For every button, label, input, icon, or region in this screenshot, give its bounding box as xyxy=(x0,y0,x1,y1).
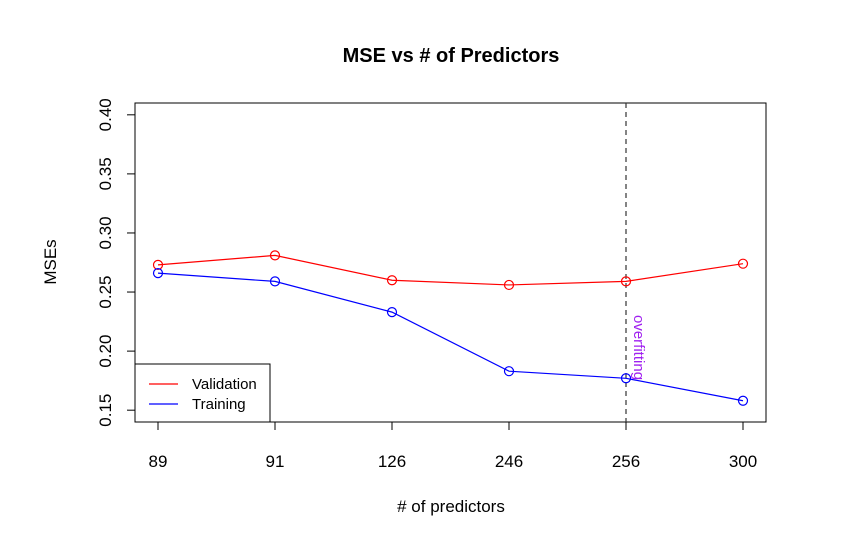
y-axis-label: MSEs xyxy=(41,239,60,284)
legend-box xyxy=(134,363,271,423)
y-axis: 0.15 0.20 0.25 0.30 0.35 0.40 xyxy=(96,98,136,427)
series-line-training xyxy=(157,272,744,402)
x-axis: 89 91 126 246 256 300 xyxy=(149,421,757,471)
point-training xyxy=(269,276,281,287)
point-validation xyxy=(386,275,398,286)
point-validation xyxy=(152,259,164,270)
point-training xyxy=(737,395,749,406)
point-validation xyxy=(503,279,515,291)
point-validation xyxy=(269,250,281,261)
point-training xyxy=(503,366,515,377)
y-tick-label: 0.15 xyxy=(96,394,115,427)
y-tick-label: 0.25 xyxy=(96,275,115,308)
point-training xyxy=(386,307,398,318)
x-tick-label: 246 xyxy=(495,452,523,471)
point-validation xyxy=(737,258,749,269)
point-training xyxy=(620,373,632,384)
series-group xyxy=(152,250,749,406)
chart-title: MSE vs # of Predictors xyxy=(343,45,560,67)
y-tick-label: 0.30 xyxy=(96,216,115,249)
legend-label-training: Training xyxy=(192,396,246,413)
point-validation xyxy=(620,276,632,287)
annotation-group: overfitting xyxy=(625,103,647,422)
y-tick-label: 0.20 xyxy=(96,335,115,368)
annotation-label: overfitting xyxy=(630,315,647,380)
x-tick-label: 126 xyxy=(378,452,406,471)
x-tick-label: 300 xyxy=(729,452,757,471)
x-tick-label: 89 xyxy=(149,452,168,471)
legend-label-validation: Validation xyxy=(192,376,257,393)
y-tick-label: 0.35 xyxy=(96,157,115,190)
x-axis-label: # of predictors xyxy=(397,497,505,516)
series-line-validation xyxy=(157,254,744,286)
x-tick-label: 91 xyxy=(266,452,285,471)
y-tick-label: 0.40 xyxy=(96,98,115,131)
x-tick-label: 256 xyxy=(612,452,640,471)
point-training xyxy=(152,268,164,279)
legend: Validation Training xyxy=(134,363,271,423)
